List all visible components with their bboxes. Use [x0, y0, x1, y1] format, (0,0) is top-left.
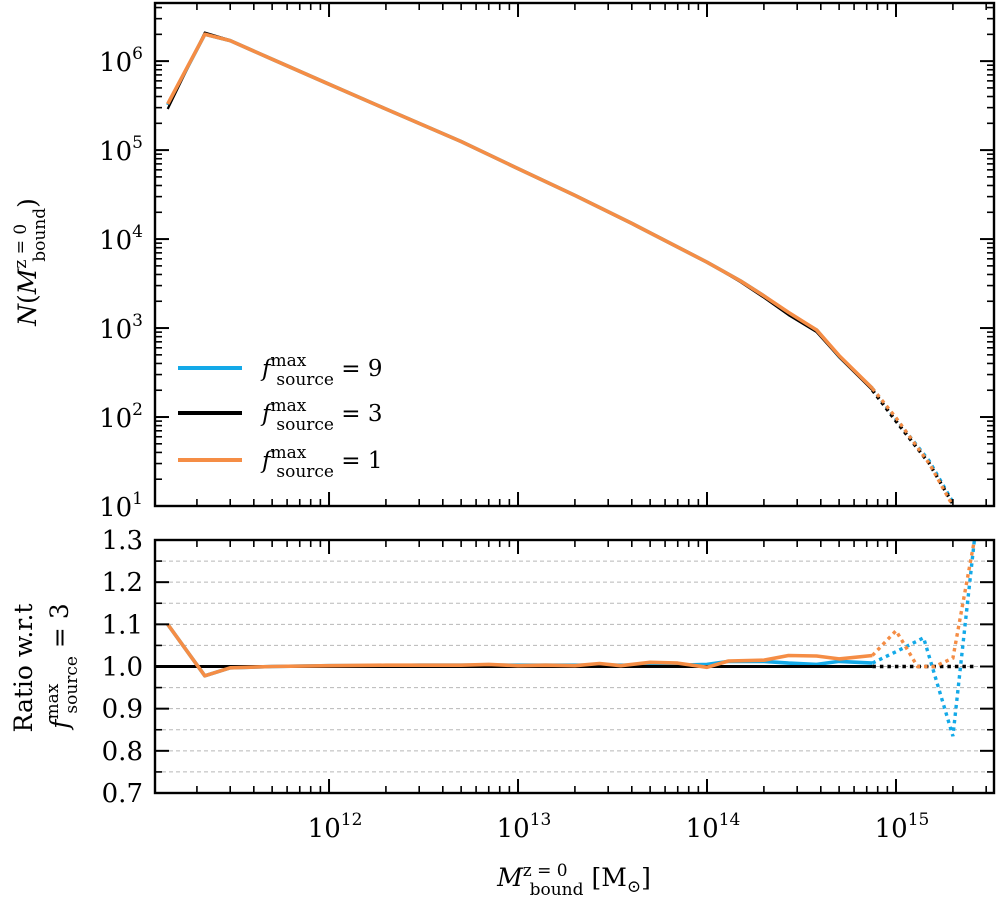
bottom-series-f1-solid [166, 623, 873, 678]
bottom-y-axis-label-line2: fmaxsource = 3 [43, 603, 82, 730]
top-series-f1-dotted [871, 387, 955, 507]
y-tick-label: 0.7 [102, 779, 143, 809]
x-tick-label: 1014 [686, 810, 741, 844]
y-tick-label: 0.9 [102, 695, 143, 725]
x-tick-label: 1013 [497, 810, 552, 844]
top-series-layer [166, 31, 955, 507]
bottom-series-layer [155, 539, 977, 737]
top-y-axis-label: N(Mz = 0bound) [11, 198, 50, 327]
y-tick-label: 106 [99, 44, 143, 78]
y-tick-label: 1.2 [102, 568, 143, 598]
bottom-plot-frame [153, 538, 996, 795]
y-tick-label: 104 [99, 222, 143, 256]
y-tick-label: 1.0 [102, 653, 143, 683]
top-series-f9-dotted [871, 387, 955, 504]
legend: fmax source = 9 fmax source = 3 fmax source =… [178, 351, 383, 482]
bottom-series-f1-dotted [871, 539, 977, 669]
y-tick-label: 101 [99, 489, 143, 523]
top-y-tick-labels: 101 102 103 104 105 106 [99, 44, 143, 523]
x-tick-label: 1012 [308, 810, 363, 844]
legend-label-f3: fmax source = 3 [260, 396, 383, 435]
bottom-y-tick-labels: 0.7 0.8 0.9 1.0 1.1 1.2 1.3 [102, 526, 143, 809]
top-series-f1-solid [166, 32, 874, 390]
top-series-f3-solid [166, 31, 874, 391]
bottom-series-f9-dotted [871, 539, 977, 737]
y-tick-label: 0.8 [102, 737, 143, 767]
bottom-x-tick-labels: 1012 1013 1014 1015 [308, 810, 930, 844]
legend-label-f1: fmax source = 1 [260, 443, 383, 482]
legend-label-f9: fmax source = 9 [260, 351, 383, 390]
x-tick-label: 1015 [875, 810, 930, 844]
top-plot-frame [153, 1, 996, 508]
top-series-f9-solid [166, 32, 874, 390]
y-tick-label: 1.3 [102, 526, 143, 556]
y-tick-label: 105 [99, 133, 143, 167]
bottom-panel: 0.7 0.8 0.9 1.0 1.1 1.2 1.3 1012 1013 1014 1015 R… [9, 526, 996, 900]
y-tick-label: 102 [99, 400, 143, 434]
x-axis-label: Mz = 0 bound [M⊙] [496, 861, 651, 900]
y-tick-label: 1.1 [102, 610, 143, 640]
bottom-y-axis-label-line1: Ratio w.r.t [9, 604, 38, 733]
y-tick-label: 103 [99, 311, 143, 345]
